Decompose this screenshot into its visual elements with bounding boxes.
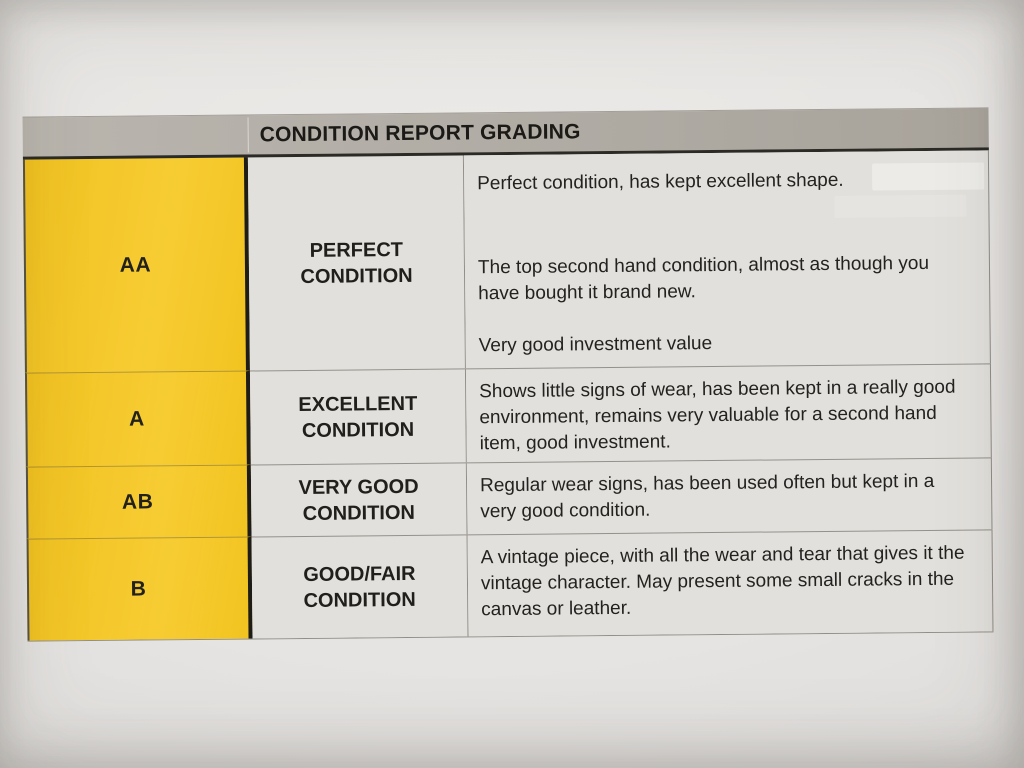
description-cell: Perfect condition, has kept excellent sh… <box>463 150 991 369</box>
grading-table: CONDITION REPORT GRADING AA PERFECT COND… <box>22 107 994 642</box>
condition-name: EXCELLENT CONDITION <box>298 392 418 442</box>
description-cell: A vintage piece, with all the wear and t… <box>467 529 994 637</box>
description-cell: Shows little signs of wear, has been kep… <box>465 363 992 463</box>
grade-code: AA <box>119 252 152 277</box>
grade-code: AB <box>121 489 154 514</box>
condition-name: VERY GOOD CONDITION <box>298 475 419 525</box>
condition-name-cell: PERFECT CONDITION <box>247 155 466 371</box>
grade-code-cell: A <box>24 370 251 467</box>
grade-code-cell: AA <box>22 157 250 373</box>
whiteout-patch <box>871 162 985 191</box>
table-row: A EXCELLENT CONDITION Shows little signs… <box>24 363 992 467</box>
description-paragraph: The top second hand condition, almost as… <box>477 252 930 305</box>
table-row: AA PERFECT CONDITION Perfect condition, … <box>22 150 991 373</box>
table-row: AB VERY GOOD CONDITION Regular wear sign… <box>25 457 993 539</box>
description-paragraph: A vintage piece, with all the wear and t… <box>480 542 965 621</box>
table-row: B GOOD/FAIR CONDITION A vintage piece, w… <box>26 529 994 641</box>
table-title: CONDITION REPORT GRADING <box>259 119 581 146</box>
grade-code: B <box>130 576 147 601</box>
description-paragraph: Very good investment value <box>478 333 713 357</box>
condition-name: PERFECT CONDITION <box>300 238 413 288</box>
description-paragraph: Shows little signs of wear, has been kep… <box>479 376 956 455</box>
condition-name-cell: GOOD/FAIR CONDITION <box>251 534 469 639</box>
grade-code-cell: B <box>26 536 253 641</box>
description-cell: Regular wear signs, has been used often … <box>466 457 993 535</box>
condition-name: GOOD/FAIR CONDITION <box>303 562 416 612</box>
whiteout-patch <box>834 194 967 218</box>
table-body: AA PERFECT CONDITION Perfect condition, … <box>22 150 994 642</box>
description-paragraph: Regular wear signs, has been used often … <box>479 470 935 523</box>
grade-code-cell: AB <box>25 464 252 539</box>
grade-code: A <box>128 406 145 431</box>
condition-name-cell: VERY GOOD CONDITION <box>250 462 468 537</box>
condition-name-cell: EXCELLENT CONDITION <box>249 368 467 465</box>
